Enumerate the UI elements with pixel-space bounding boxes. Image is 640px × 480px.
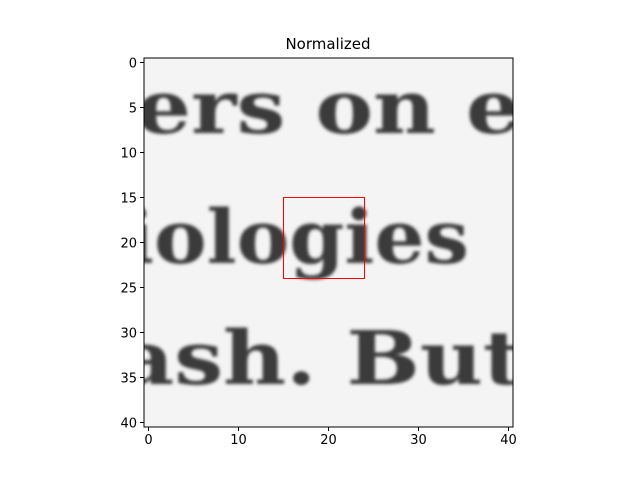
x-tick-label: 30 [410,433,427,448]
chart-title: Normalized [285,35,370,53]
y-tick-label: 0 [129,57,137,72]
x-tick-label: 40 [500,433,517,448]
image-text-line-3: ash. But [118,316,523,402]
x-tick-label: 10 [230,433,247,448]
y-tick-label: 35 [120,372,137,387]
y-tick-label: 15 [120,192,137,207]
y-tick-label: 30 [120,327,137,342]
highlight-box [283,197,365,279]
y-tick-label: 5 [129,102,137,117]
image-text-line-1: ers on e [136,65,521,151]
image-background [144,58,513,427]
y-tick-label: 20 [120,237,137,252]
x-axis-ticks: 0 10 20 30 40 [144,427,517,448]
y-tick-label: 10 [120,147,137,162]
y-tick-label: 40 [120,417,137,432]
image-area: ers on e iologies ash. But [118,58,523,427]
image-text-line-2: iologies [124,195,469,281]
y-tick-label: 25 [120,282,137,297]
x-tick-label: 20 [320,433,337,448]
x-tick-label: 0 [144,433,152,448]
y-axis-ticks: 0 5 10 15 20 25 30 35 40 [120,57,144,432]
